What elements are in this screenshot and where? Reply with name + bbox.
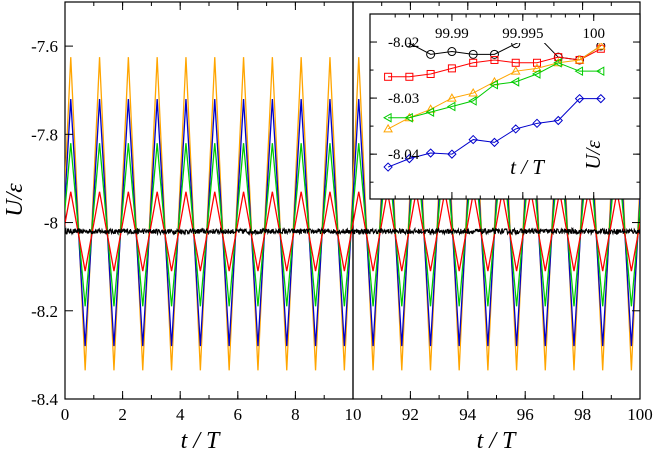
left-panel-series <box>65 57 353 371</box>
data-point-square <box>533 58 541 67</box>
data-point-square <box>384 72 393 81</box>
data-point-circle <box>404 43 414 48</box>
x-tick-label: 92 <box>402 405 419 424</box>
x-tick-label: 8 <box>291 405 300 424</box>
x-tick-label: 4 <box>176 405 185 424</box>
data-point-triangle-left <box>383 112 392 123</box>
data-point-diamond <box>532 118 542 129</box>
data-point-diamond <box>511 124 521 134</box>
y-tick-label: -7.6 <box>31 37 58 56</box>
x-tick-label: 94 <box>459 405 477 424</box>
series-line-green <box>65 143 353 307</box>
data-point-triangle-left <box>489 79 498 90</box>
data-point-triangle-up <box>383 123 393 133</box>
data-point-triangle-up <box>574 54 585 64</box>
inset-x-axis-label: t / T <box>510 155 545 179</box>
inset-series <box>383 43 606 172</box>
data-point-triangle-left <box>574 66 584 77</box>
data-point-square <box>426 69 435 78</box>
data-point-diamond <box>447 149 457 159</box>
inset-frame <box>369 13 641 200</box>
data-point-diamond <box>468 134 478 145</box>
data-point-square <box>447 64 456 73</box>
data-point-diamond <box>553 115 563 126</box>
data-point-diamond <box>383 162 393 172</box>
data-point-diamond <box>596 93 606 104</box>
x-tick-label: 0 <box>61 405 70 424</box>
axes-ticks: 0 2 4 6 8 10 92 94 96 98 100 -7.6 -7.8 -8 -8.2 -8.4 <box>31 2 653 424</box>
inset-x-tick-label: 99.995 <box>502 26 543 42</box>
data-point-triangle-left <box>446 101 456 112</box>
y-tick-label: -8.2 <box>31 302 58 321</box>
x-tick-label: 96 <box>517 405 534 424</box>
inset-series-line-blue <box>387 98 601 168</box>
data-point-triangle-up <box>553 57 564 67</box>
x-tick-label: 2 <box>118 405 127 424</box>
inset-y-axis-label: U/ε <box>581 140 605 170</box>
data-point-triangle-left <box>595 66 605 77</box>
data-point-triangle-left <box>531 69 541 79</box>
data-point-square <box>469 58 478 67</box>
series-line-black <box>353 226 640 236</box>
data-point-triangle-left <box>553 57 562 68</box>
data-point-diamond <box>574 93 585 104</box>
data-point-diamond <box>489 137 500 148</box>
data-point-triangle-left <box>510 76 520 87</box>
data-point-circle <box>426 49 436 59</box>
inset-x-tick-label: 100 <box>582 26 605 42</box>
data-point-diamond <box>404 153 415 164</box>
data-point-triangle-left <box>404 112 413 123</box>
y-tick-label: -8.4 <box>31 390 58 409</box>
data-point-square <box>405 72 414 81</box>
data-point-circle <box>447 47 457 57</box>
inset-y-tick-label: -8.02 <box>388 35 419 51</box>
data-point-circle <box>511 43 521 49</box>
data-point-diamond <box>425 148 436 158</box>
x-tick-label: 6 <box>234 405 243 424</box>
inset-y-tick-label: -8.03 <box>388 91 419 107</box>
inset-x-tick-label: 99.99 <box>435 26 469 42</box>
inset-y-tick-label: -8.04 <box>388 147 420 163</box>
data-point-triangle-left <box>468 96 477 106</box>
x-tick-label: 98 <box>574 405 591 424</box>
right-x-axis-label: t / T <box>477 428 517 454</box>
data-point-circle <box>468 49 478 59</box>
data-point-square <box>490 55 499 64</box>
x-tick-label: 10 <box>345 405 362 424</box>
x-tick-label: 100 <box>627 405 653 424</box>
data-point-triangle-up <box>447 93 457 102</box>
inset-series-line-green <box>388 62 601 119</box>
series-line-black <box>65 226 353 237</box>
inset-axes-ticks: 99.99 99.995 100 -8.02 -8.03 -8.04 <box>370 14 640 199</box>
data-point-triangle-left <box>425 107 435 117</box>
y-axis-label: U/ε <box>2 183 28 217</box>
data-point-triangle-up <box>468 88 479 97</box>
inset-series-line-red <box>388 48 602 78</box>
left-x-axis-label: t / T <box>181 428 221 454</box>
data-point-triangle-up <box>510 66 521 75</box>
y-tick-label: -8 <box>44 214 58 233</box>
inset-plot: 99.99 99.995 100 -8.02 -8.03 -8.04 t / T U/ε <box>369 13 641 200</box>
data-point-circle <box>489 49 499 59</box>
data-point-triangle-up <box>595 43 606 50</box>
y-tick-label: -7.8 <box>31 125 58 144</box>
